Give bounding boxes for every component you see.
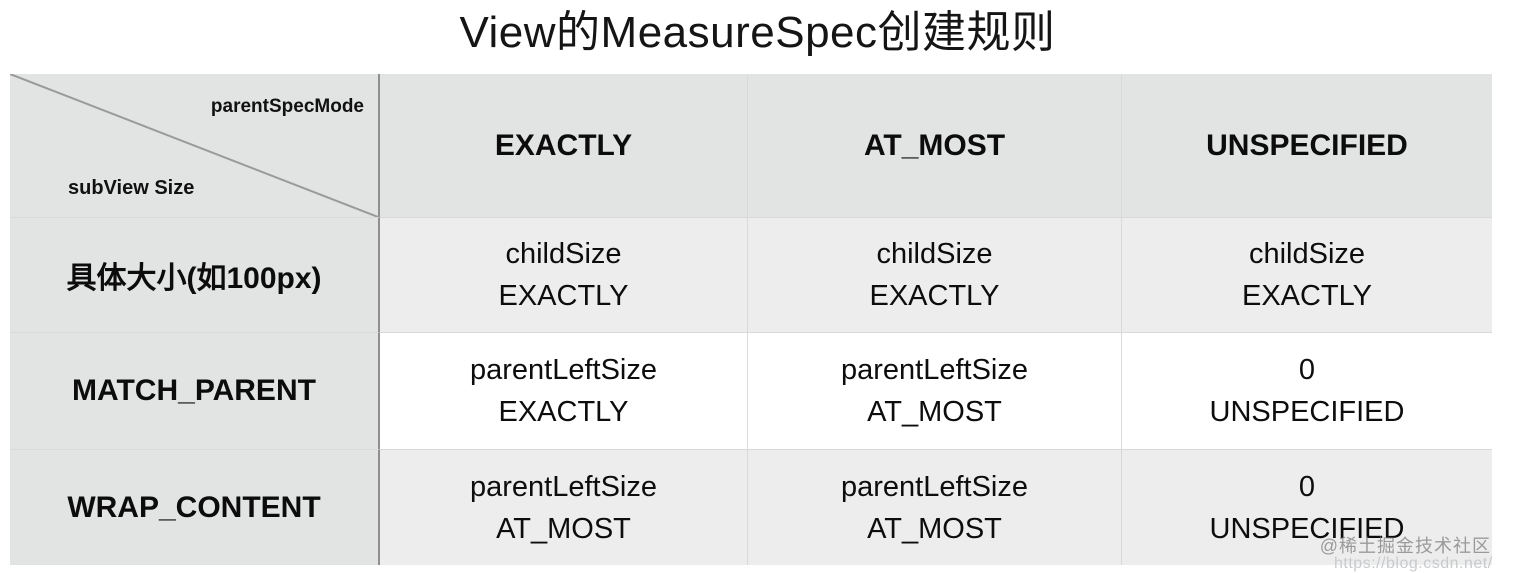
cell-line: parentLeftSize bbox=[840, 470, 1028, 503]
corner-cell: parentSpecMode subView Size bbox=[10, 74, 380, 218]
cell-line: parentLeftSize bbox=[469, 354, 657, 386]
corner-label-subview-size: subView Size bbox=[68, 177, 195, 199]
cell-line: UNSPECIFIED bbox=[1209, 396, 1405, 428]
cell-line: 0 bbox=[1298, 354, 1316, 386]
cell-line: childSize bbox=[505, 238, 622, 270]
cell-line: childSize bbox=[876, 238, 993, 270]
page-title: View的MeasureSpec创建规则 bbox=[459, 8, 1056, 57]
cell-line: EXACTLY bbox=[498, 396, 629, 428]
col-header-at-most: AT_MOST bbox=[748, 74, 1122, 218]
cell-line: EXACTLY bbox=[869, 280, 1000, 312]
row-header-match-parent: MATCH_PARENT bbox=[10, 333, 380, 450]
cell-wrap-content-at-most-col: parentLeftSize AT_MOST bbox=[748, 450, 1122, 565]
cell-line: EXACTLY bbox=[498, 280, 629, 312]
col-header-exactly: EXACTLY bbox=[380, 74, 748, 218]
cell-line: 0 bbox=[1298, 470, 1316, 503]
cell-wrap-content-exactly-col: parentLeftSize AT_MOST bbox=[380, 450, 748, 565]
cell-specific-size-at-most: childSize EXACTLY bbox=[748, 218, 1122, 333]
cell-line: parentLeftSize bbox=[469, 470, 657, 503]
cell-line: EXACTLY bbox=[1241, 280, 1372, 312]
cell-match-parent-exactly: parentLeftSize EXACTLY bbox=[380, 333, 748, 450]
col-header-unspecified: UNSPECIFIED bbox=[1122, 74, 1492, 218]
row-header-specific-size: 具体大小(如100px) bbox=[10, 218, 380, 333]
cell-specific-size-unspecified: childSize EXACTLY bbox=[1122, 218, 1492, 333]
watermark-community: @稀土掘金技术社区 bbox=[1319, 536, 1491, 556]
cell-line: AT_MOST bbox=[496, 512, 631, 545]
cell-line: childSize bbox=[1248, 238, 1366, 270]
row-header-wrap-content: WRAP_CONTENT bbox=[10, 450, 380, 565]
cell-line: AT_MOST bbox=[867, 396, 1002, 428]
cell-match-parent-at-most: parentLeftSize AT_MOST bbox=[748, 333, 1122, 450]
cell-specific-size-exactly: childSize EXACTLY bbox=[380, 218, 748, 333]
diagonal-line bbox=[10, 74, 378, 217]
cell-line: AT_MOST bbox=[867, 512, 1002, 545]
cell-line: UNSPECIFIED bbox=[1209, 512, 1405, 545]
cell-wrap-content-unspecified: 0 UNSPECIFIED bbox=[1122, 450, 1492, 565]
corner-label-parent-spec-mode: parentSpecMode bbox=[210, 96, 364, 117]
watermark-url: https://blog.csdn.net/ bbox=[1334, 555, 1493, 572]
cell-line: parentLeftSize bbox=[840, 354, 1028, 386]
cell-match-parent-unspecified: 0 UNSPECIFIED bbox=[1122, 333, 1492, 450]
measure-spec-table: parentSpecMode subView Size EXACTLY AT_M… bbox=[10, 74, 1492, 565]
